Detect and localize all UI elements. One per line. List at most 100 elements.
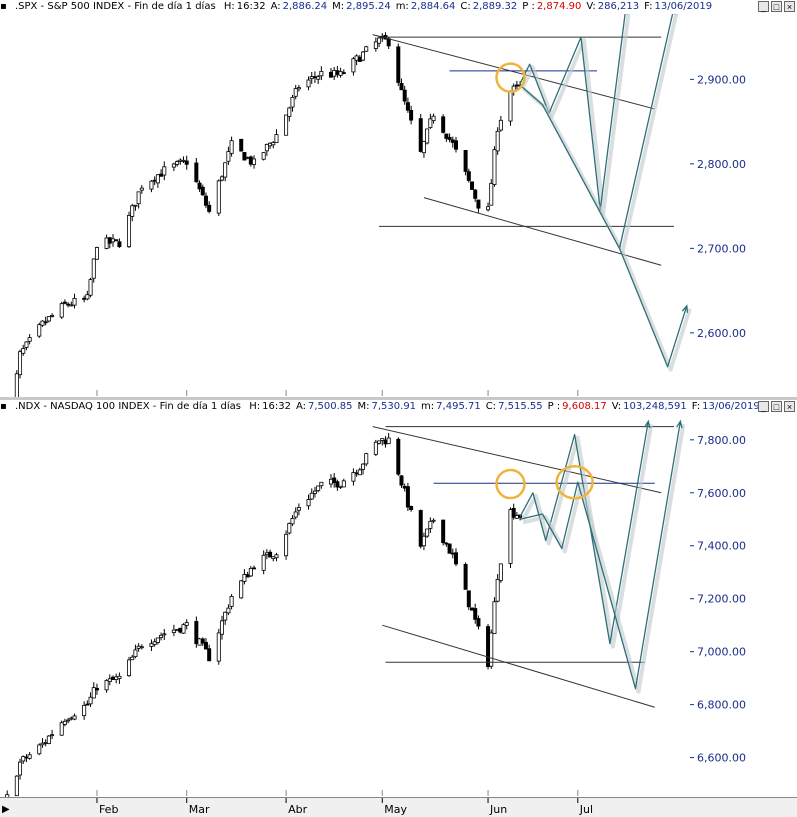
price-chart-spx[interactable]: 2,600.002,700.002,800.002,900.00 — [0, 14, 797, 397]
candle — [297, 85, 300, 92]
candle — [333, 67, 336, 80]
candle — [262, 152, 265, 160]
candle-body — [115, 677, 118, 680]
panel-menu-marker[interactable]: ▪ — [0, 1, 7, 12]
candle — [131, 204, 134, 221]
candle-body — [172, 630, 175, 633]
candle — [15, 370, 18, 397]
candle-body — [509, 92, 512, 121]
candle — [252, 566, 255, 570]
maximize-button[interactable]: □ — [771, 1, 782, 12]
candle — [159, 169, 162, 176]
candle-body — [73, 298, 76, 305]
candle-body — [22, 757, 25, 761]
candle — [432, 114, 435, 124]
candle-body — [217, 181, 220, 213]
quote-field-value: 16:32 — [237, 1, 266, 12]
candle-body — [291, 518, 294, 523]
candle — [410, 506, 413, 512]
minimize-button[interactable]: _ — [758, 401, 769, 412]
axis-start-marker: ▶ — [2, 804, 10, 815]
candle-body — [224, 163, 227, 177]
candle — [92, 682, 95, 698]
candle — [400, 79, 403, 91]
candle-body — [41, 743, 44, 745]
candle — [240, 580, 243, 599]
quote-field-label: P : — [522, 1, 535, 12]
close-button[interactable]: × — [784, 1, 795, 12]
candle — [333, 473, 336, 488]
candle-body — [403, 486, 406, 488]
candle — [361, 51, 364, 61]
candle — [464, 562, 467, 589]
candle — [429, 517, 432, 533]
candle — [512, 504, 515, 520]
candle — [243, 152, 246, 160]
candle-body — [445, 543, 448, 544]
candle-body — [499, 564, 502, 581]
candle-body — [387, 438, 390, 444]
candle-body — [127, 215, 130, 246]
candle — [108, 674, 111, 685]
candle — [265, 549, 268, 559]
candle — [317, 486, 320, 492]
candle-body — [127, 660, 130, 676]
candle-body — [317, 77, 320, 80]
candle — [451, 137, 454, 148]
candle — [63, 719, 66, 727]
candle — [89, 278, 92, 298]
candle — [336, 66, 339, 78]
candle-body — [339, 486, 342, 487]
candle — [150, 180, 153, 192]
candle-body — [41, 321, 44, 325]
candle-body — [243, 575, 246, 582]
quote-field-value: 286,213 — [598, 1, 639, 12]
candle — [288, 107, 291, 122]
candle — [111, 234, 114, 247]
panel-menu-marker[interactable]: ▪ — [0, 401, 7, 412]
candle — [208, 645, 211, 662]
price-chart-ndx[interactable]: 6,600.006,800.007,000.007,200.007,400.00… — [0, 414, 797, 797]
candle-body — [275, 555, 278, 558]
candle-body — [73, 716, 76, 719]
candle-body — [397, 47, 400, 83]
price-axis-label: 7,600.00 — [697, 487, 746, 500]
candle-body — [422, 536, 425, 546]
candle — [419, 114, 422, 153]
candle-body — [265, 553, 268, 555]
quote-field-label: P : — [548, 401, 561, 412]
candle — [272, 141, 275, 148]
candle-body — [486, 627, 489, 667]
candle-body — [429, 521, 432, 528]
chart-panel-ndx: ▪ .NDX - NASDAQ 100 INDEX - Fin de día 1… — [0, 400, 797, 797]
window-controls-spx: _ □ × — [758, 1, 795, 12]
candle-body — [313, 77, 316, 78]
candle — [426, 129, 429, 145]
minimize-button[interactable]: _ — [758, 1, 769, 12]
quote-field-value: 9,608.17 — [562, 401, 607, 412]
candle-body — [44, 322, 47, 323]
candle — [44, 317, 47, 326]
maximize-button[interactable]: □ — [771, 401, 782, 412]
symbol-name-spx: .SPX - S&P 500 INDEX - Fin de día 1 días — [15, 1, 216, 12]
candle-body — [208, 649, 211, 661]
candle — [397, 437, 400, 476]
candle — [224, 162, 227, 181]
quote-field-value: 2,874.90 — [537, 1, 582, 12]
candle — [179, 158, 182, 164]
quote-field-value: 16:32 — [262, 401, 291, 412]
quote-field-label: M: — [358, 401, 370, 412]
projection-arrow-shadow — [523, 424, 683, 691]
close-button[interactable]: × — [784, 401, 795, 412]
candle — [153, 638, 156, 646]
candle — [451, 549, 454, 559]
candle — [310, 72, 313, 84]
candle — [47, 316, 50, 322]
candle-body — [105, 680, 108, 689]
candle — [230, 137, 233, 157]
candle — [509, 507, 512, 568]
candle — [182, 623, 185, 634]
candle — [422, 533, 425, 551]
candle — [422, 141, 425, 158]
